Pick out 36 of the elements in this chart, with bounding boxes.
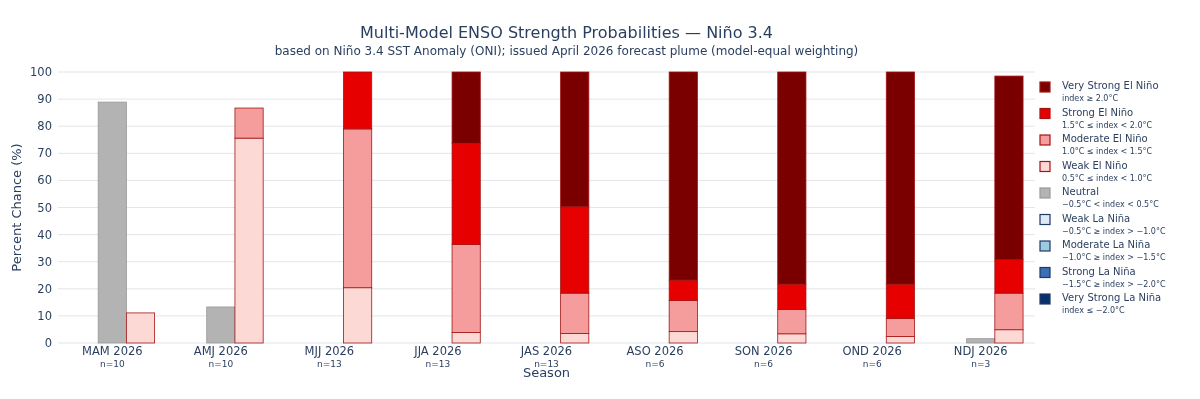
x-tick-label: OND 2026 n=6 [842,344,902,369]
legend-label: Weak El Niño 0.5°C ≤ index < 1.0°C [1062,159,1153,183]
legend-label: Very Strong La Niña index ≤ −2.0°C [1062,292,1162,315]
y-tick-label: 20 [37,281,52,296]
y-tick-label: 60 [37,173,52,188]
y-tick-label: 10 [37,308,52,323]
y-tick-label: 80 [37,119,52,134]
y-tick-label: 100 [30,65,52,80]
y-tick-label: 0 [44,336,52,351]
y-tick-label: 70 [37,146,52,161]
bar [206,306,236,344]
x-tick-label: SON 2026 n=6 [734,344,793,369]
legend-label: Strong La Niña −1.5°C ≥ index > −2.0°C [1062,265,1166,289]
legend-label: Moderate La Niña −1.0°C ≥ index > −1.5°C [1062,239,1166,262]
x-tick-label: MAM 2026 n=10 [81,344,143,369]
bar [966,338,996,344]
y-tick-label: 40 [37,227,52,242]
legend-label: Neutral −0.5°C < index < 0.5°C [1062,186,1160,209]
x-tick-label: JJA 2026 n=13 [413,344,462,369]
y-tick-label: 90 [37,92,52,107]
x-tick-label: MJJ 2026 n=13 [304,344,355,369]
x-tick-label: JAS 2026 n=13 [519,344,573,369]
bar [97,101,127,344]
x-tick-label: AMJ 2026 n=10 [193,344,248,369]
legend-label: Very Strong El Niño index ≥ 2.0°C [1062,80,1159,103]
y-tick-label: 30 [37,254,52,269]
x-tick-label: ASO 2026 n=6 [626,344,684,369]
bar [125,312,156,344]
chart-title: Multi-Model ENSO Strength Probabilities — Niño 3.4 [360,23,773,42]
legend-label: Weak La Niña −0.5°C ≥ index > −1.0°C [1062,212,1166,236]
x-tick-label: NDJ 2026 n=3 [953,344,1008,369]
y-axis-title: Percent Chance (%) [9,143,24,272]
chart-subtitle: based on Niño 3.4 SST Anomaly (ONI); issued April 2026 forecast plume (model-equal weighting) [274,44,859,58]
legend-label: Moderate El Niño 1.0°C ≤ index < 1.5°C [1062,133,1153,156]
legend-label: Strong El Niño 1.5°C ≤ index < 2.0°C [1062,106,1153,130]
y-tick-label: 50 [37,200,52,215]
